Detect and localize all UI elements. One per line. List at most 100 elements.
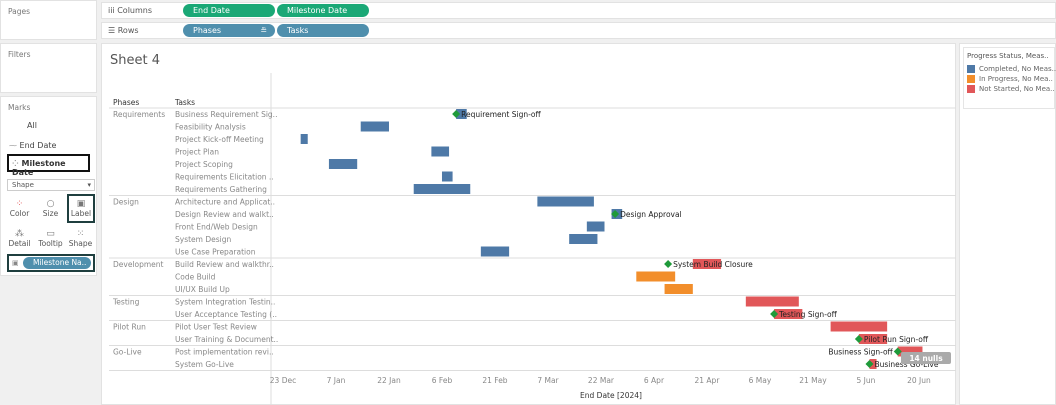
tooltip-card-label: Tooltip	[38, 239, 63, 248]
size-icon: ○	[46, 199, 55, 209]
pages-label: Pages	[8, 7, 31, 16]
gantt-bar	[360, 121, 389, 132]
gantt-bar	[441, 171, 453, 182]
color-icon: ⁘	[15, 199, 24, 209]
milestone-diamond	[452, 110, 461, 118]
pages-panel: Pages	[0, 0, 97, 40]
task-label: Requirements Gathering	[175, 185, 267, 194]
x-tick-label: 23 Dec	[270, 376, 296, 385]
shape-icon: ⁘	[12, 159, 22, 168]
milestone-date-label: Milestone Date	[12, 159, 66, 177]
rows-shelf: ☰ Rows Phases ≞ Tasks	[101, 22, 1056, 39]
gantt-bar	[586, 221, 605, 232]
chevron-down-icon: ▾	[87, 181, 91, 189]
legend-label: Completed, No Meas..	[979, 65, 1056, 73]
task-label: UI/UX Build Up	[175, 285, 230, 294]
gantt-bar	[774, 309, 803, 319]
task-label: Project Kick-off Meeting	[175, 135, 264, 144]
task-label: Build Review and walkthr..	[175, 260, 274, 269]
phase-label: Pilot Run	[113, 323, 146, 332]
milestone-date-pill[interactable]: Milestone Date	[277, 4, 369, 17]
task-label: Pilot User Test Review	[175, 323, 257, 332]
x-tick-label: 6 May	[749, 376, 772, 385]
phase-label: Requirements	[113, 110, 165, 119]
size-card-label: Size	[42, 209, 59, 218]
sheet-title: Sheet 4	[110, 53, 160, 68]
sheet-view: Sheet 4	[101, 43, 956, 405]
end-date-pill[interactable]: End Date	[183, 4, 275, 17]
rows-text: Rows	[117, 26, 139, 35]
legend-label: In Progress, No Mea..	[979, 75, 1053, 83]
gantt-bar	[636, 271, 676, 282]
milestone-label: Pilot Run Sign-off	[864, 335, 929, 344]
task-label: Business Requirement Sig..	[175, 110, 277, 119]
gantt-bar	[692, 259, 722, 269]
x-tick-label: 7 Jan	[327, 376, 346, 385]
phase-label: Design	[113, 198, 139, 207]
phase-label: Development	[113, 260, 164, 269]
legend-panel: Progress Status, Meas.. Completed, No Me…	[959, 43, 1056, 405]
legend-swatch	[967, 65, 975, 73]
task-label: Post implementation revi..	[175, 348, 274, 357]
phases-pill[interactable]: Phases ≞	[183, 24, 275, 37]
color-card[interactable]: ⁘ Color	[6, 196, 33, 222]
x-tick-label: 20 Jun	[907, 376, 931, 385]
x-tick-label: 6 Apr	[644, 376, 665, 385]
task-label: System Design	[175, 235, 231, 244]
shape-card[interactable]: ⁙ Shape	[67, 226, 94, 252]
marks-panel: Marks All ⁓ End Date ⁘ Milestone Date Sh…	[0, 96, 97, 276]
milestone-diamond	[893, 347, 902, 356]
label-icon: ▣	[76, 199, 86, 209]
mark-type-value: Shape	[12, 181, 34, 189]
shape-card-label: Shape	[68, 239, 93, 248]
milestone-label: Requirement Sign-off	[461, 110, 541, 119]
columns-shelf: iii Columns End Date Milestone Date	[101, 2, 1056, 19]
gantt-bar	[664, 284, 693, 294]
legend-title: Progress Status, Meas..	[967, 52, 1049, 60]
milestone-label: Testing Sign-off	[778, 310, 838, 319]
nulls-badge-text: 14 nulls	[909, 354, 943, 363]
size-card[interactable]: ○ Size	[37, 196, 64, 222]
legend-item[interactable]: Not Started, No Mea..	[964, 84, 1055, 94]
task-label: User Training & Document..	[175, 335, 278, 344]
marks-milestone-date[interactable]: ⁘ Milestone Date	[7, 154, 90, 177]
phase-label: Go-Live	[113, 348, 142, 357]
legend-swatch	[967, 85, 975, 93]
gantt-bar	[480, 246, 510, 257]
tooltip-card[interactable]: ▭ Tooltip	[37, 226, 64, 252]
filters-panel[interactable]: Filters	[0, 43, 97, 93]
label-field-pill-wrap[interactable]: ▣ Milestone Na..	[7, 254, 95, 272]
milestone-label: System Build Closure	[673, 260, 753, 269]
phase-label: Testing	[112, 298, 140, 307]
task-label: System Go-Live	[175, 360, 234, 369]
columns-label: iii Columns	[108, 6, 152, 15]
nulls-badge	[901, 352, 951, 364]
marks-end-date[interactable]: ⁓ End Date	[9, 141, 56, 150]
legend-item[interactable]: Completed, No Meas..	[964, 64, 1056, 74]
detail-card[interactable]: ⁂ Detail	[6, 226, 33, 252]
marks-all[interactable]: All	[27, 121, 37, 130]
tasks-pill[interactable]: Tasks	[277, 24, 369, 37]
milestone-label: Business Sign-off	[828, 348, 893, 357]
milestone-diamond	[611, 210, 620, 218]
tooltip-icon: ▭	[46, 229, 55, 239]
milestone-diamond	[664, 260, 673, 268]
milestone-diamond	[854, 335, 863, 343]
legend-item[interactable]: In Progress, No Mea..	[964, 74, 1054, 84]
detail-card-label: Detail	[8, 239, 31, 248]
mark-type-dropdown[interactable]: Shape ▾	[7, 179, 95, 191]
x-tick-label: 22 Jan	[377, 376, 401, 385]
sort-icon: ≞	[260, 26, 267, 35]
task-label: Feasibility Analysis	[175, 123, 246, 132]
line-icon: ⁓	[9, 141, 20, 150]
filters-label: Filters	[8, 50, 31, 59]
gantt-bar	[569, 234, 598, 244]
x-tick-label: 7 Mar	[537, 376, 559, 385]
task-label: Code Build	[175, 273, 216, 282]
milestone-name-pill[interactable]: Milestone Na..	[23, 257, 91, 269]
milestone-diamond	[865, 360, 874, 368]
phases-pill-label: Phases	[193, 26, 222, 35]
columns-text: Columns	[117, 6, 153, 15]
task-label: System Integration Testin..	[175, 298, 275, 307]
label-card[interactable]: ▣ Label	[67, 194, 95, 223]
